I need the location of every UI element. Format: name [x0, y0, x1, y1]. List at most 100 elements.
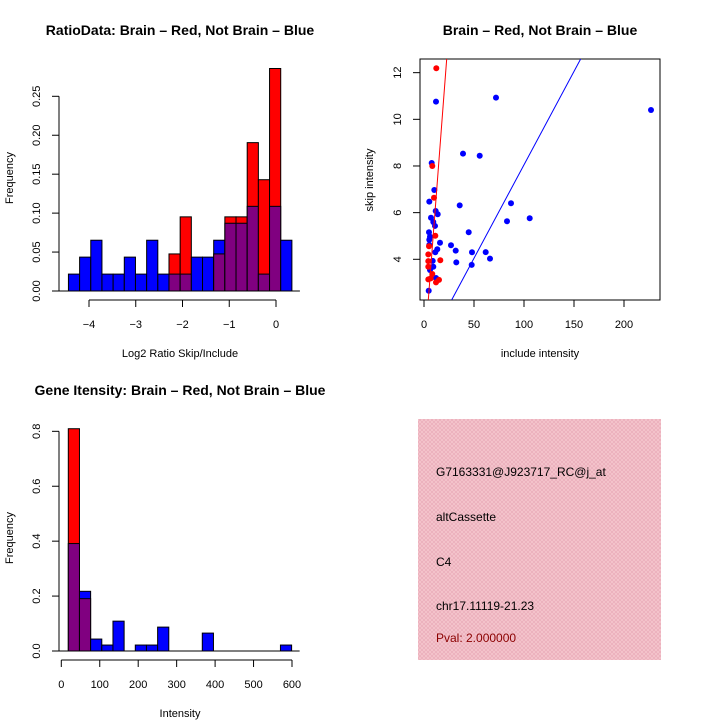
point-not-brain	[432, 249, 439, 256]
chart-title: RatioData: Brain – Red, Not Brain – Blue	[46, 22, 315, 38]
y-tick-label: 0.8	[31, 424, 43, 439]
bar-not-brain	[145, 644, 159, 652]
bar-overlap	[168, 273, 181, 292]
point-not-brain	[493, 94, 499, 101]
point-not-brain	[434, 211, 441, 218]
point-not-brain	[468, 261, 475, 268]
bar-not-brain	[134, 644, 147, 652]
y-tick-label: 0.00	[31, 280, 43, 301]
x-tick-label: 0	[421, 319, 427, 331]
bar-overlap	[235, 222, 248, 292]
bar-not-brain	[146, 239, 159, 292]
y-tick-label: 0.6	[31, 479, 43, 494]
point-not-brain	[437, 239, 443, 246]
ratio-histogram: RatioData: Brain – Red, Not Brain – Blue…	[4, 22, 314, 360]
point-not-brain	[526, 215, 533, 222]
point-not-brain	[482, 249, 489, 256]
point-not-brain	[465, 229, 472, 236]
point-not-brain	[453, 259, 460, 266]
point-not-brain	[508, 200, 514, 207]
y-axis-label: Frequency	[4, 152, 16, 204]
point-not-brain	[426, 198, 433, 205]
point-brain	[437, 257, 444, 264]
bar-not-brain	[123, 256, 136, 292]
x-axis-label: Log2 Ratio Skip/Include	[122, 348, 238, 360]
y-axis-label: Frequency	[4, 512, 16, 564]
x-tick-label: −3	[129, 319, 142, 331]
bar-not-brain	[201, 632, 214, 652]
probe-id: G7163331@J923717_RC@j_at	[436, 465, 606, 479]
bar-not-brain	[67, 273, 81, 292]
y-tick-label: 12	[392, 67, 404, 79]
x-axis-label: Intensity	[160, 708, 201, 720]
chart-title: Gene Itensity: Brain – Red, Not Brain – …	[35, 382, 326, 398]
bar-overlap	[67, 543, 80, 652]
bar-not-brain	[79, 256, 92, 292]
bar-not-brain	[101, 644, 114, 652]
x-tick-label: −4	[83, 319, 96, 331]
bar-not-brain	[134, 273, 148, 292]
y-tick-label: 0.2	[31, 588, 43, 603]
y-tick-label: 0.15	[31, 163, 43, 184]
point-not-brain	[452, 247, 459, 254]
fit-line-not-brain	[451, 59, 582, 300]
x-tick-label: 600	[283, 679, 301, 691]
point-not-brain	[448, 242, 454, 249]
x-tick-label: 50	[468, 319, 480, 331]
bar-not-brain	[279, 644, 293, 652]
x-tick-label: 200	[129, 679, 147, 691]
point-brain	[433, 65, 440, 72]
fit-line-brain	[427, 59, 448, 300]
point-brain	[425, 263, 432, 270]
bar-overlap	[78, 598, 92, 652]
plot-area	[425, 59, 654, 300]
point-not-brain	[504, 218, 510, 225]
point-not-brain	[487, 255, 493, 262]
y-tick-label: 4	[392, 256, 404, 262]
bar-not-brain	[280, 239, 293, 292]
point-not-brain	[430, 263, 437, 270]
y-tick-label: 10	[392, 113, 404, 125]
point-not-brain	[456, 202, 463, 209]
bar-overlap	[213, 253, 226, 292]
point-brain	[425, 251, 432, 258]
cluster: C4	[436, 555, 452, 569]
bar-not-brain	[157, 273, 170, 292]
point-brain	[427, 275, 434, 282]
y-tick-label: 0.4	[31, 534, 43, 549]
x-tick-label: −1	[223, 319, 236, 331]
y-tick-label: 0.10	[31, 202, 43, 223]
x-tick-label: 500	[244, 679, 262, 691]
point-not-brain	[460, 150, 466, 157]
y-tick-label: 0.20	[31, 125, 43, 146]
x-tick-label: 100	[91, 679, 109, 691]
pval: Pval: 2.000000	[436, 631, 516, 645]
x-tick-label: 200	[615, 319, 633, 331]
location: chr17.11119-21.23	[436, 599, 534, 613]
point-not-brain	[648, 106, 654, 113]
point-brain	[433, 279, 439, 286]
event-type: altCassette	[436, 510, 496, 524]
x-tick-label: −2	[176, 319, 189, 331]
intensity-scatter: Brain – Red, Not Brain – Blue include in…	[364, 22, 661, 360]
bar-overlap	[257, 273, 271, 292]
point-not-brain	[426, 236, 433, 243]
bar-overlap	[269, 205, 282, 292]
y-tick-label: 0.0	[31, 643, 43, 658]
y-tick-label: 8	[392, 163, 404, 169]
point-not-brain	[432, 222, 438, 229]
bar-not-brain	[90, 239, 103, 292]
bar-not-brain	[157, 626, 170, 652]
x-tick-label: 0	[58, 679, 64, 691]
bar-not-brain	[90, 638, 103, 652]
point-brain	[426, 243, 432, 250]
bar-not-brain	[202, 256, 215, 292]
bar-not-brain	[112, 273, 125, 292]
chart-title: Brain – Red, Not Brain – Blue	[443, 22, 638, 38]
x-axis-label: include intensity	[501, 348, 580, 360]
y-tick-label: 0.05	[31, 241, 43, 262]
point-not-brain	[469, 249, 475, 256]
y-tick-label: 0.25	[31, 86, 43, 107]
bar-not-brain	[101, 273, 114, 292]
